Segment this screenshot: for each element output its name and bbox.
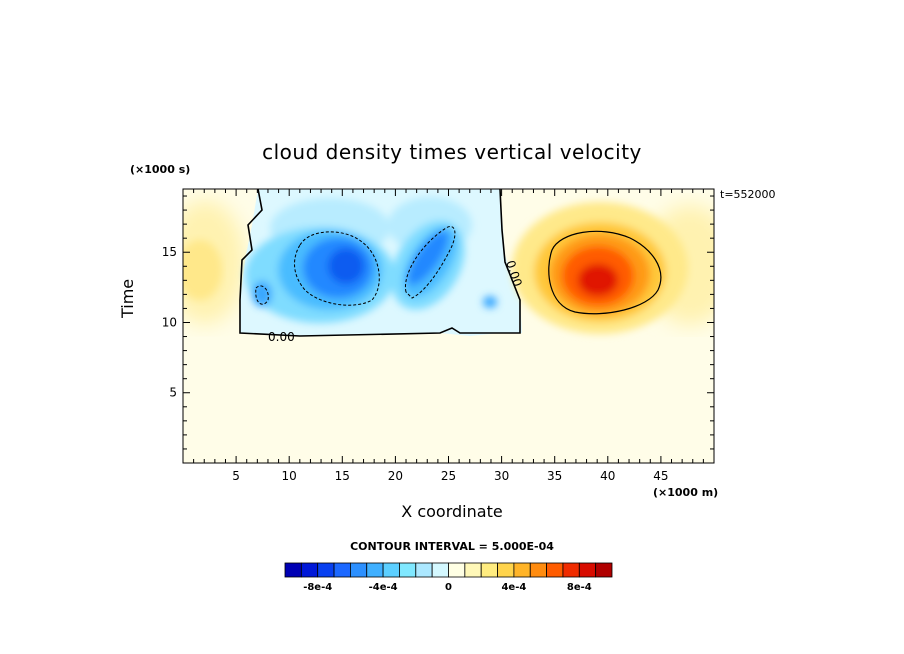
x-tick-label: 35 <box>547 469 562 483</box>
x-tick-label: 25 <box>441 469 456 483</box>
negative-contour-3 <box>255 285 269 305</box>
positive-contour <box>548 230 662 315</box>
colorbar-swatch <box>431 562 449 578</box>
x-tick-label: 40 <box>600 469 615 483</box>
y-axis: 5 10 15 <box>162 195 714 450</box>
colorbar-swatch <box>415 562 433 578</box>
plot-area <box>183 189 714 463</box>
y-tick-label: 10 <box>162 315 177 329</box>
colorbar-swatch <box>595 562 613 578</box>
colorbar-tick-label: 8e-4 <box>567 582 592 593</box>
colorbar-swatch <box>317 562 335 578</box>
x-axis: 5 10 15 20 25 30 35 40 45 <box>193 189 704 483</box>
colorbar-swatch <box>513 562 531 578</box>
colorbar-swatch <box>366 562 384 578</box>
colorbar-swatch <box>529 562 548 578</box>
x-tick-label: 5 <box>232 469 240 483</box>
x-axis-label: X coordinate <box>401 502 503 521</box>
colorbar-swatch <box>382 562 400 578</box>
colorbar-swatch <box>497 562 515 578</box>
colorbar: -8e-4 -4e-4 0 4e-4 8e-4 <box>284 562 613 593</box>
y-axis-label: Time <box>118 278 137 318</box>
colorbar-tick-label: 4e-4 <box>501 582 526 593</box>
y-tick-label: 15 <box>162 245 177 259</box>
colorbar-swatch <box>284 562 302 578</box>
colorbar-tick-label: 0 <box>445 582 452 593</box>
colorbar-tick-label: -4e-4 <box>369 582 398 593</box>
colorbar-swatch <box>349 562 368 578</box>
contour-interval-label: CONTOUR INTERVAL = 5.000E-04 <box>350 540 554 553</box>
y-axis-unit: (×1000 s) <box>130 163 191 176</box>
colorbar-swatch <box>448 562 466 578</box>
negative-contour-1 <box>294 231 380 306</box>
zero-contour <box>239 189 521 337</box>
colorbar-swatch <box>562 562 580 578</box>
colorbar-swatch <box>480 562 498 578</box>
y-tick-label: 5 <box>169 386 177 400</box>
colorbar-swatch <box>464 562 482 578</box>
chart-title: cloud density times vertical velocity <box>262 140 642 164</box>
positive-core <box>512 202 688 334</box>
colorbar-swatch <box>300 562 319 578</box>
colorbar-tick-label: -8e-4 <box>303 582 332 593</box>
positive-halo-left-inner <box>183 240 222 300</box>
x-tick-label: 45 <box>653 469 668 483</box>
colorbar-swatch <box>399 562 417 578</box>
x-axis-unit: (×1000 m) <box>653 486 719 499</box>
colorbar-swatch <box>578 562 597 578</box>
x-tick-label: 20 <box>388 469 403 483</box>
colorbar-swatch <box>546 562 564 578</box>
zero-contour-label-bottom: 0.00 <box>268 330 295 344</box>
colorbar-swatch <box>333 562 351 578</box>
x-tick-label: 10 <box>282 469 297 483</box>
x-tick-label: 30 <box>494 469 509 483</box>
x-tick-label: 15 <box>335 469 350 483</box>
timestamp-label: t=552000 <box>720 188 776 201</box>
